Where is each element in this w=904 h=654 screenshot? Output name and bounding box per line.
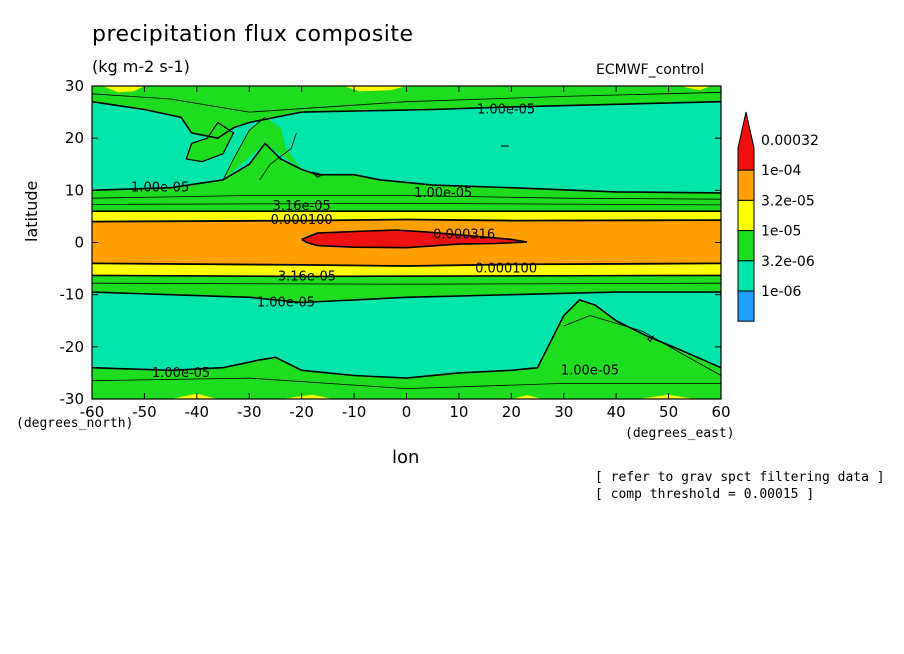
contour-1e-05-s-outer <box>91 298 722 379</box>
contour-label: 1.00e-05 <box>477 102 535 117</box>
contour-label: 3.16e-05 <box>273 199 331 214</box>
fill-yellow-top-b <box>343 86 407 92</box>
contour-tongue-a <box>222 116 266 181</box>
x-tick-label: 50 <box>659 403 678 421</box>
y-tick-label: 30 <box>65 77 84 95</box>
x-tick-label: -40 <box>185 403 210 421</box>
legend-label: 1e-06 <box>761 284 801 300</box>
contour-speck <box>311 171 325 178</box>
contour-1e-05-n-outer <box>91 100 722 140</box>
legend-swatch <box>737 260 755 292</box>
fill-yellow-south <box>92 263 721 277</box>
legend-swatch <box>737 290 755 322</box>
contour-s-thin-b <box>91 377 721 390</box>
contour-n-thin-a <box>91 91 722 113</box>
fill-yellow-bot-c <box>511 395 543 399</box>
x-tick-label: 20 <box>502 403 521 421</box>
fill-yellow-bot-b <box>280 394 334 399</box>
contour-s-thin-a <box>91 282 722 285</box>
y-axis-label: latitude <box>22 180 41 242</box>
x-tick-label: 40 <box>607 403 626 421</box>
run-label: ECMWF_control <box>596 62 705 78</box>
contour-label: 1.00e-05 <box>257 295 315 310</box>
fill-green-north <box>92 86 721 139</box>
fill-yellow-top-a <box>102 86 145 93</box>
contour-blob <box>185 121 235 163</box>
fill-yellow-bot-d <box>637 394 695 399</box>
note-filter: [ refer to grav spct filtering data ] <box>595 470 885 485</box>
contour-n-thin-c <box>91 202 722 206</box>
contour-diamond <box>647 335 655 343</box>
contour-label: 0.000316 <box>433 228 495 243</box>
x-tick-label: 60 <box>711 403 730 421</box>
chart-units: (kg m-2 s-1) <box>92 57 190 76</box>
axes: -60 -50 -40 -30 -20 -10 0 10 20 30 40 50 60 -30 -20 -10… <box>60 77 731 421</box>
fill-green-blob <box>186 122 234 162</box>
chart-title: precipitation flux composite <box>92 22 414 47</box>
x-tick-label: 30 <box>554 403 573 421</box>
contour-label: 1.00e-05 <box>131 181 189 196</box>
contour-labels: 1.00e-051.00e-05 1.00e-053.16e-050.000100… <box>131 102 619 380</box>
fill-green-south <box>92 299 721 399</box>
legend-swatch <box>737 169 755 201</box>
fill-yellow-bot-a <box>170 393 218 399</box>
x-tick-label: -20 <box>289 403 314 421</box>
fill-yellow-north <box>92 211 721 222</box>
x-tick-label: -60 <box>80 403 105 421</box>
x-tick-label: -10 <box>342 403 367 421</box>
y-axis-units: (degrees_north) <box>16 416 134 431</box>
y-tick-label: -30 <box>60 390 85 408</box>
legend-label: 0.00032 <box>761 133 819 149</box>
contour-0.000100-s <box>91 262 722 267</box>
legend-label: 3.2e-06 <box>761 254 815 270</box>
color-legend: 0.00032 1e-04 3.2e-05 1e-05 3.2e-06 1e-06 <box>737 111 819 322</box>
fill-yellow-top-c <box>679 86 711 91</box>
y-tick-label: 20 <box>65 129 84 147</box>
fill-green-north-band <box>92 143 721 212</box>
contour-fills <box>92 86 721 399</box>
x-axis-units: (degrees_east) <box>625 426 735 441</box>
x-tick-label: -30 <box>237 403 262 421</box>
legend-swatch <box>737 199 755 232</box>
contour-label: 1.00e-05 <box>561 363 619 378</box>
contour-s-thin-c <box>563 315 722 376</box>
legend-label: 1e-04 <box>761 163 801 179</box>
contour-n-thin-b <box>91 195 722 200</box>
x-tick-label: -50 <box>132 403 157 421</box>
legend-label: 3.2e-05 <box>761 193 815 209</box>
y-tick-label: -20 <box>60 338 85 356</box>
contour-0.000100-n <box>91 218 722 223</box>
y-tick-label: 0 <box>74 234 84 252</box>
contour-label: 0.000100 <box>475 262 537 277</box>
contour-label: 0.000100 <box>271 213 333 228</box>
contour-label: 1.00e-05 <box>152 366 210 381</box>
legend-swatch <box>737 230 755 262</box>
contour-3.16e-05-s <box>91 274 722 278</box>
note-threshold: [ comp threshold = 0.00015 ] <box>595 487 815 502</box>
x-axis-label: lon <box>392 447 420 468</box>
contour-label: 1.00e-05 <box>414 186 472 201</box>
fill-green-tongue <box>223 117 302 180</box>
fill-green-south-band <box>92 273 721 303</box>
contour-1e-05-s-inner <box>91 291 721 304</box>
y-tick-label: -10 <box>60 286 85 304</box>
contour-tongue-b <box>259 132 297 181</box>
legend-swatch-red <box>737 111 755 171</box>
x-tick-label: 10 <box>449 403 468 421</box>
contour-0.000316 <box>301 229 528 249</box>
contour-1e-05-n-inner <box>91 142 722 194</box>
x-tick-label: 0 <box>402 403 412 421</box>
contour-lines <box>91 91 722 390</box>
y-tick-label: 10 <box>65 181 84 199</box>
contour-label: 3.16e-05 <box>278 269 336 284</box>
legend-label: 1e-05 <box>761 224 801 240</box>
